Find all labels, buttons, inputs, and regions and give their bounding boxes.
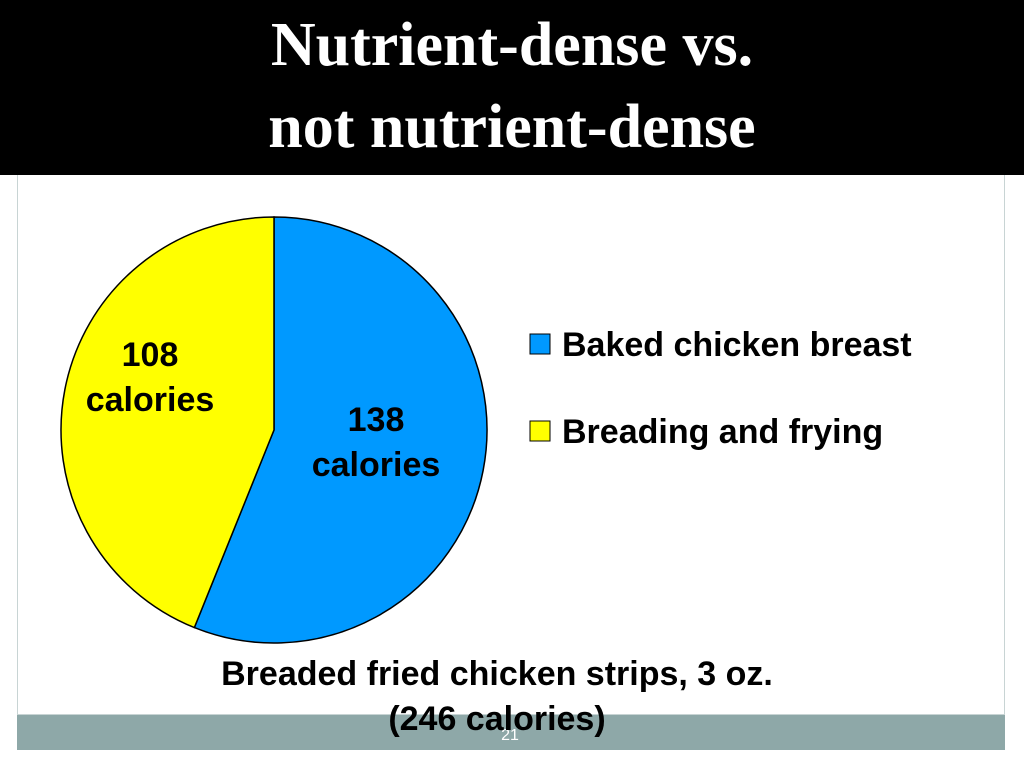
title-line: Nutrient-dense vs. bbox=[270, 11, 754, 79]
value-label: 108 calories bbox=[85, 336, 215, 419]
title-line: not nutrient-dense bbox=[268, 93, 756, 161]
legend-swatch bbox=[529, 420, 551, 442]
page-number: 21 bbox=[501, 727, 519, 744]
legend-swatch bbox=[529, 333, 551, 355]
legend-label: Baked chicken breast bbox=[562, 326, 912, 364]
caption: Breaded fried chicken strips, 3 oz. bbox=[221, 655, 773, 693]
caption: (246 calories) bbox=[388, 700, 606, 738]
pie-slice bbox=[193, 216, 488, 644]
pie-slice bbox=[60, 216, 275, 629]
title-bar: Nutrient-dense vs. not nutrient-dense bbox=[0, 0, 1024, 175]
legend-label: Breading and frying bbox=[562, 413, 883, 451]
value-label: 138 calories bbox=[311, 401, 441, 484]
footer-bar bbox=[17, 715, 1005, 750]
